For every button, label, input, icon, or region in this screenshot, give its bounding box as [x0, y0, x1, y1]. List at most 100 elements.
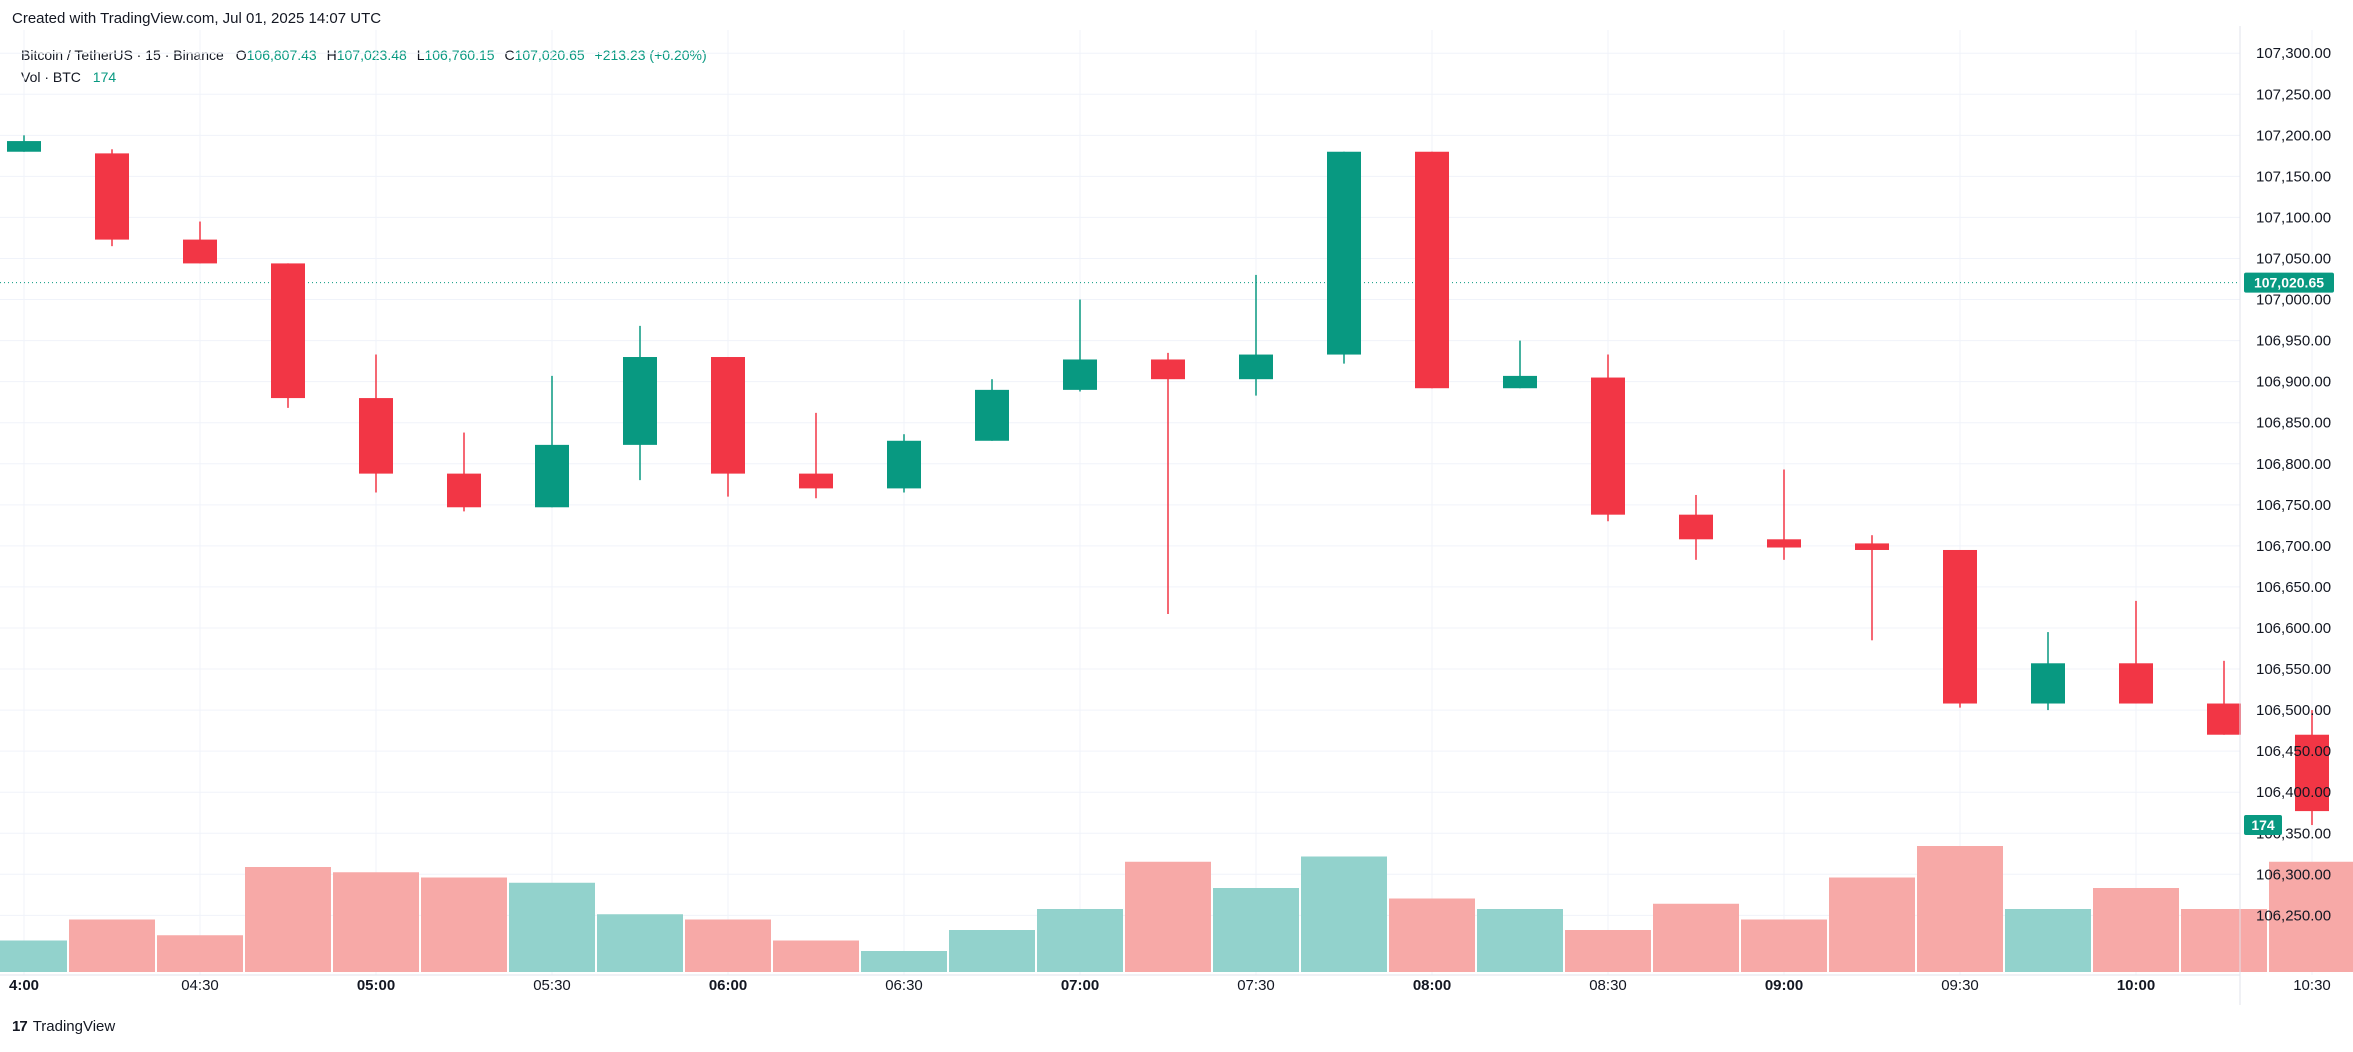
x-tick-label: 06:30 — [885, 977, 923, 994]
candle — [271, 263, 305, 408]
y-tick-label: 106,650.00 — [2256, 579, 2331, 596]
volume-legend-row: Vol · BTC 174 — [21, 66, 707, 88]
volume-value: 174 — [92, 69, 117, 85]
tradingview-logo-icon: 17 — [12, 1018, 28, 1035]
volume-bars — [0, 846, 2353, 972]
candle-body — [183, 239, 217, 264]
candle — [1063, 299, 1097, 392]
last-price-badge — [2244, 272, 2334, 293]
y-tick-label: 106,800.00 — [2256, 456, 2331, 473]
candle — [1679, 494, 1713, 560]
candle-body — [711, 357, 745, 474]
tradingview-logo[interactable]: 17 TradingView — [12, 1018, 115, 1035]
volume-bar — [1653, 903, 1739, 972]
candle — [1503, 340, 1537, 389]
candle — [1239, 274, 1273, 396]
candle — [2295, 710, 2329, 826]
volume-bar — [1125, 861, 1211, 972]
volume-bar — [2269, 861, 2353, 972]
axes: 106,250.00106,300.00106,350.00106,400.00… — [0, 26, 2331, 1005]
y-tick-label: 106,500.00 — [2256, 702, 2331, 719]
x-tick-label: 09:00 — [1765, 977, 1803, 994]
candle-body — [623, 357, 657, 445]
candle — [1591, 354, 1625, 522]
candle-body — [1767, 539, 1801, 548]
volume-bar — [1037, 909, 1123, 972]
candle — [2207, 660, 2241, 735]
volume-bar — [0, 940, 67, 972]
ohlc-legend-row: Bitcoin / TetherUS · 15 · Binance O106,8… — [21, 44, 707, 66]
grid — [0, 30, 2313, 975]
candle — [447, 432, 481, 512]
volume-bar — [1389, 898, 1475, 972]
y-tick-label: 107,050.00 — [2256, 250, 2331, 267]
volume-bar — [69, 919, 155, 972]
volume-bar — [1301, 856, 1387, 972]
created-with-text: Created with TradingView.com, Jul 01, 20… — [12, 10, 382, 27]
volume-bar — [597, 914, 683, 972]
volume-bar — [1213, 888, 1299, 972]
x-tick-label: 09:30 — [1941, 977, 1979, 994]
candle — [623, 325, 657, 481]
y-tick-label: 106,900.00 — [2256, 374, 2331, 391]
candle — [1855, 535, 1889, 641]
candle-body — [2295, 734, 2329, 812]
candle-body — [1591, 377, 1625, 515]
candle-body — [1503, 375, 1537, 389]
y-tick-label: 107,150.00 — [2256, 168, 2331, 185]
close-value: 107,020.65 — [514, 47, 585, 63]
candle — [1943, 549, 1977, 708]
volume-bar — [861, 951, 947, 972]
y-tick-label: 106,850.00 — [2256, 415, 2331, 432]
x-tick-label: 4:00 — [9, 977, 39, 994]
candle-body — [2207, 703, 2241, 735]
x-tick-label: 05:00 — [357, 977, 395, 994]
volume-bar — [1741, 919, 1827, 972]
chart-header: Created with TradingView.com, Jul 01, 20… — [12, 10, 381, 27]
close-label: C — [504, 47, 515, 63]
candle-body — [1855, 543, 1889, 550]
candle-body — [95, 153, 129, 240]
volume-bar — [509, 882, 595, 972]
high-label: H — [326, 47, 337, 63]
y-tick-label: 107,100.00 — [2256, 209, 2331, 226]
open-label: O — [235, 47, 247, 63]
volume-bar — [1565, 930, 1651, 972]
tradingview-brand: TradingView — [32, 1018, 116, 1035]
candle — [975, 379, 1009, 441]
candle-body — [1415, 151, 1449, 389]
candle-body — [1327, 151, 1361, 355]
symbol-label[interactable]: Bitcoin / TetherUS · 15 · Binance — [21, 47, 224, 63]
volume-bar — [157, 935, 243, 972]
candle — [183, 221, 217, 264]
y-tick-label: 106,950.00 — [2256, 333, 2331, 350]
y-tick-label: 106,600.00 — [2256, 620, 2331, 637]
candle — [799, 412, 833, 499]
x-tick-label: 08:00 — [1413, 977, 1451, 994]
candle-body — [799, 473, 833, 489]
volume-bar — [1829, 877, 1915, 972]
last-volume-badge — [2244, 815, 2282, 835]
volume-label[interactable]: Vol · BTC — [21, 69, 81, 85]
candle — [887, 434, 921, 493]
candle — [2031, 632, 2065, 711]
y-tick-label: 106,300.00 — [2256, 866, 2331, 883]
candle-body — [1239, 354, 1273, 380]
candle-body — [1943, 549, 1977, 704]
x-tick-label: 05:30 — [533, 977, 571, 994]
open-value: 106,807.43 — [246, 47, 317, 63]
candle-body — [535, 444, 569, 508]
x-tick-label: 08:30 — [1589, 977, 1627, 994]
volume-bar — [2093, 888, 2179, 972]
y-tick-label: 107,200.00 — [2256, 127, 2331, 144]
y-tick-label: 106,250.00 — [2256, 907, 2331, 924]
x-tick-label: 10:00 — [2117, 977, 2155, 994]
y-tick-label: 106,750.00 — [2256, 497, 2331, 514]
volume-bar — [2181, 909, 2267, 972]
chart-legend: Bitcoin / TetherUS · 15 · Binance O106,8… — [21, 44, 707, 88]
candles — [7, 135, 2329, 826]
candle — [1767, 469, 1801, 560]
low-value: 106,760.15 — [424, 47, 495, 63]
candle-body — [975, 389, 1009, 441]
